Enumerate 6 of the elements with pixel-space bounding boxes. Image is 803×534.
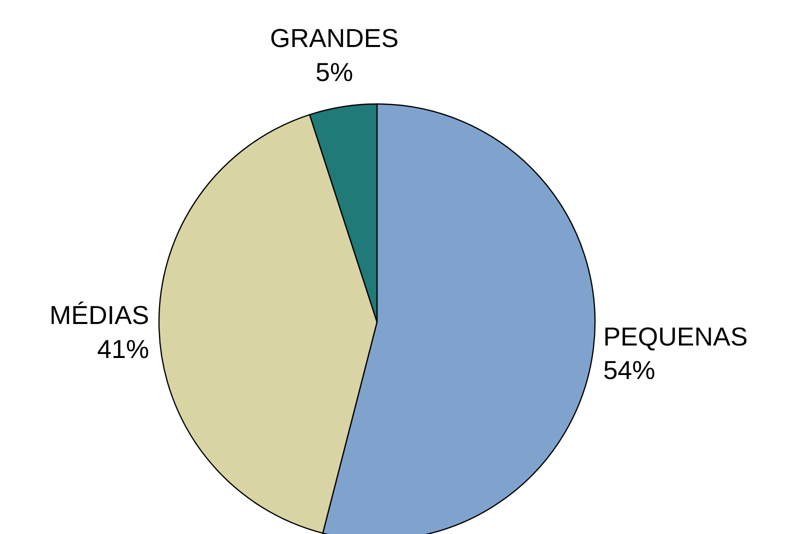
data-label: 41% bbox=[97, 334, 150, 364]
slice-label: PEQUENAS bbox=[603, 321, 748, 352]
data-label: 5% bbox=[316, 56, 354, 87]
slice-label: MÉDIAS bbox=[49, 300, 150, 330]
data-label: 54% bbox=[603, 355, 656, 386]
slice-label: GRANDES bbox=[270, 23, 399, 54]
